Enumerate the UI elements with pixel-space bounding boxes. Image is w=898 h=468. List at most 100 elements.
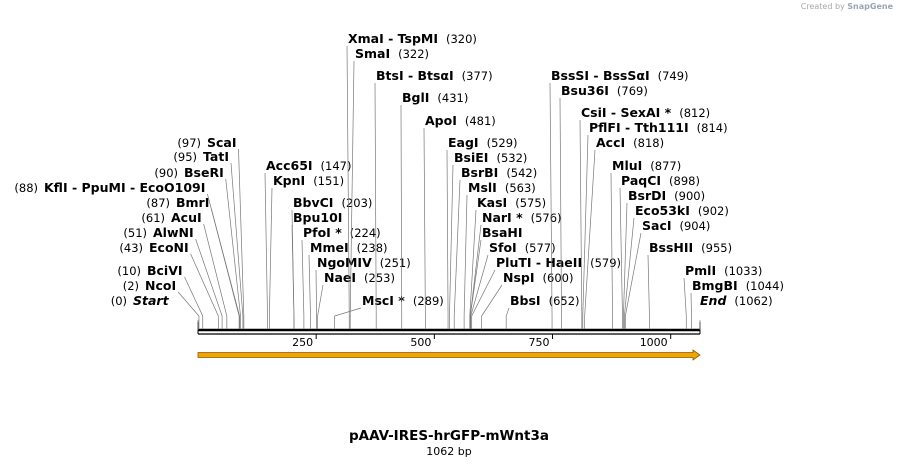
site-leader-line (619, 187, 623, 329)
site-label: MslI (468, 180, 497, 195)
site-position: (377) (462, 69, 493, 83)
site-leader-line (374, 82, 377, 329)
site-position: (289) (413, 294, 444, 308)
site-position: (253) (364, 271, 395, 285)
site-label: AcuI (171, 210, 202, 225)
site-position: (87) (146, 196, 170, 210)
site-leader-line (469, 209, 477, 329)
site-label: BssSI - BssSαI (551, 68, 650, 83)
site-leader-line (400, 104, 403, 329)
site-position: (576) (531, 211, 562, 225)
site-leader-line (449, 164, 454, 329)
site-label: BglI (402, 90, 429, 105)
site-label: EagI (448, 135, 479, 150)
site-leader-line (683, 277, 687, 329)
site-position: (322) (398, 47, 429, 61)
site-leader-line (264, 172, 268, 329)
site-label: AlwNI (153, 225, 194, 240)
site-position: (749) (658, 69, 689, 83)
scale-tick-label: 750 (529, 336, 550, 349)
site-position: (251) (380, 256, 411, 270)
site-label: BsaHI (482, 225, 523, 240)
plasmid-length: 1062 bp (426, 445, 472, 458)
site-position: (563) (505, 181, 536, 195)
site-leader-line (423, 127, 426, 329)
site-leader-line (269, 187, 273, 329)
site-label: BmgBI (692, 278, 738, 293)
site-position: (238) (357, 241, 388, 255)
site-leader-line (349, 60, 355, 329)
site-leader-line (190, 253, 219, 329)
site-label: MluI (612, 158, 642, 173)
site-label: SacI (642, 218, 672, 233)
site-position: (51) (123, 226, 147, 240)
site-label: SmaI (355, 46, 390, 61)
site-label: KpnI (273, 173, 305, 188)
site-position: (147) (321, 159, 352, 173)
site-leader-line (177, 291, 200, 329)
linear-map: 250 500 750 1000 Start (0) End (1062) NcoI (2) Bci… (14, 31, 784, 361)
site-label: NspI (503, 270, 535, 285)
site-leader-line (549, 82, 553, 329)
site-position: (0) (111, 294, 127, 308)
site-label: ApoI (425, 113, 457, 128)
site-leader-line (624, 232, 642, 329)
site-position: (898) (669, 174, 700, 188)
site-label: NaeI (324, 270, 356, 285)
site-position: (900) (674, 189, 705, 203)
orf-feature-arrow (197, 349, 701, 361)
site-leader-line (463, 194, 468, 329)
site-label: BmrI (176, 195, 209, 210)
scale-tick-label: 500 (410, 336, 431, 349)
site-position: (2) (123, 279, 139, 293)
site-position: (814) (697, 121, 728, 135)
site-position: (1033) (724, 264, 762, 278)
site-position: (600) (543, 271, 574, 285)
site-leader-line (346, 45, 350, 329)
site-leader-line (203, 223, 228, 329)
site-leader-line (315, 269, 317, 329)
site-position: (10) (117, 264, 141, 278)
site-label: NgoMIV (317, 255, 372, 270)
site-label: BsiEI (454, 150, 488, 165)
site-leader-line (647, 254, 650, 329)
site-position: (902) (698, 204, 729, 218)
site-leader-line (238, 148, 245, 329)
site-position: (481) (465, 114, 496, 128)
site-position: (320) (446, 32, 477, 46)
site-position: (95) (173, 150, 197, 164)
site-position: (151) (313, 174, 344, 188)
site-label: BsrBI (461, 165, 498, 180)
site-leader-line (207, 193, 240, 329)
site-label: TatI (203, 149, 229, 164)
site-position: (575) (515, 196, 546, 210)
site-leader-line (624, 217, 635, 329)
site-position: (431) (437, 91, 468, 105)
site-label: PluTI - HaeII (496, 255, 582, 270)
site-position: (818) (633, 136, 664, 150)
site-leader-line (584, 149, 596, 329)
site-label: EcoNI (149, 240, 189, 255)
site-position: (1062) (734, 294, 772, 308)
site-position: (90) (154, 166, 178, 180)
site-leader-line (481, 284, 503, 329)
site-label: SfoI (489, 240, 517, 255)
site-position: (97) (177, 136, 201, 150)
credit-prefix: Created by (800, 2, 845, 11)
site-position: (542) (506, 166, 537, 180)
site-position: (769) (617, 84, 648, 98)
site-leader-line (446, 149, 449, 329)
site-label: ScaI (207, 135, 237, 150)
site-leader-line (559, 97, 562, 329)
snapgene-credit: Created by SnapGene (801, 2, 893, 11)
site-leader-line (308, 254, 311, 329)
site-label: MscI * (362, 293, 405, 308)
site-leader-line (334, 307, 362, 329)
site-label: BciVI (147, 263, 183, 278)
site-leader-line (225, 178, 241, 329)
site-label: BbsI (510, 293, 541, 308)
site-position: (904) (680, 219, 711, 233)
site-leader-line (317, 284, 324, 329)
site-leader-line (582, 134, 589, 329)
site-label: PmlI (685, 263, 716, 278)
